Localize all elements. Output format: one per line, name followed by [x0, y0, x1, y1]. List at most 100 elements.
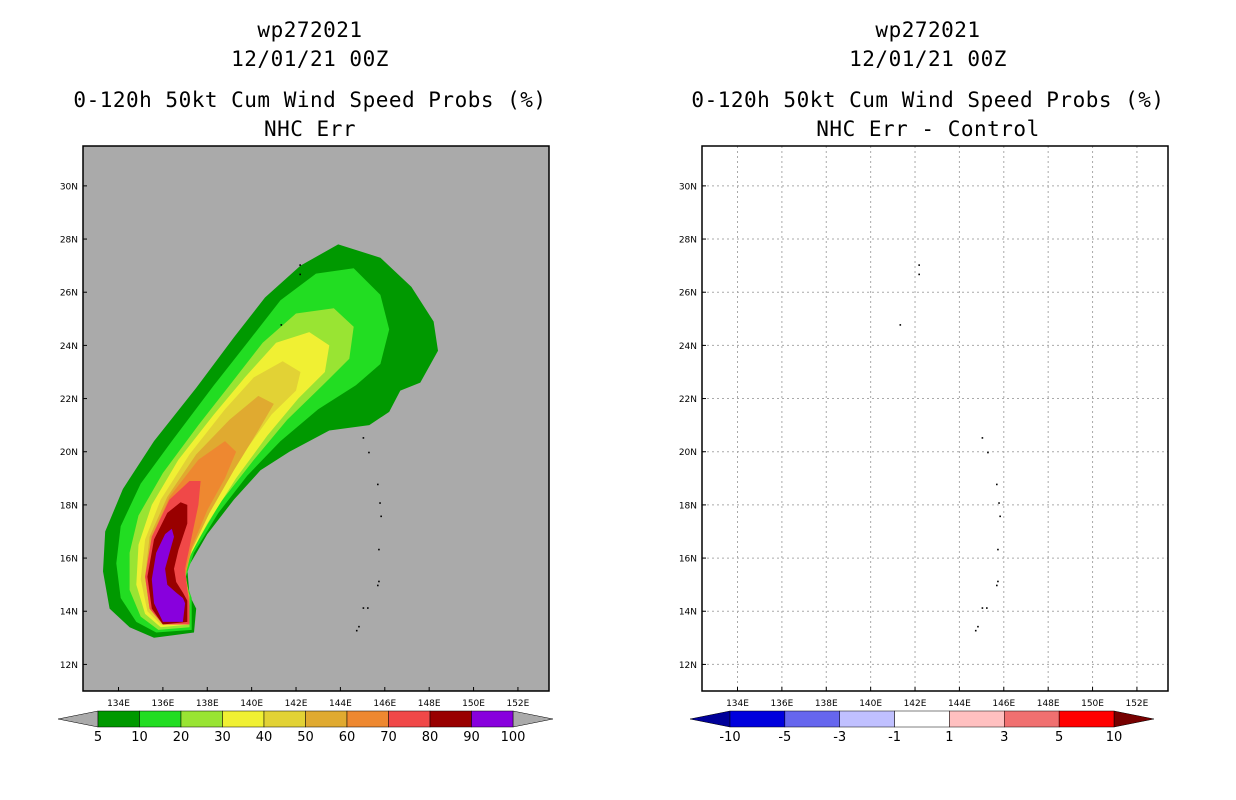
right-island — [996, 483, 998, 486]
left-ytick-label: 26N — [60, 289, 78, 299]
left-ytick-label: 12N — [60, 661, 78, 671]
right-island — [987, 451, 989, 454]
right-xtick-label: 142E — [904, 699, 927, 709]
left-colorbar-swatch — [346, 710, 389, 728]
right-title-product: 0-120h 50kt Cum Wind Speed Probs (%) — [691, 88, 1165, 112]
right-island — [974, 629, 977, 632]
right-island — [999, 515, 1001, 518]
left-colorbar-label: 60 — [339, 730, 356, 745]
left-plot-frame — [82, 145, 550, 692]
right-island — [986, 607, 988, 609]
right-colorbar-label: 5 — [1055, 730, 1063, 745]
right-xtick-label: 146E — [992, 699, 1015, 709]
left-colorbar-label: 100 — [501, 730, 526, 745]
right-colorbar: -10 -5 -3 -1 1 3 5 10 — [689, 710, 1155, 745]
right-xtick-label: 136E — [770, 699, 793, 709]
right-plot-background — [702, 146, 1168, 691]
left-colorbar-swatch — [222, 710, 265, 728]
right-colorbar-swatch — [1004, 710, 1060, 728]
right-xtick-label: 148E — [1037, 699, 1060, 709]
left-island — [358, 625, 360, 628]
right-island — [998, 502, 1000, 504]
left-colorbar-low-arrow — [57, 710, 99, 728]
left-xtick-label: 148E — [418, 699, 441, 709]
right-colorbar-swatch — [729, 710, 786, 728]
left-xtick-label: 150E — [462, 699, 485, 709]
left-colorbar-label: 90 — [463, 730, 480, 745]
right-island — [981, 607, 984, 609]
left-xtick-label: 140E — [240, 699, 263, 709]
left-colorbar-label: 10 — [131, 730, 148, 745]
left-ytick-label: 30N — [60, 182, 78, 192]
left-island — [355, 629, 358, 632]
left-colorbar-label: 5 — [94, 730, 102, 745]
left-colorbar-swatch — [388, 710, 431, 728]
left-island — [378, 580, 380, 583]
left-ytick-label: 16N — [60, 555, 78, 565]
left-island — [378, 548, 380, 551]
left-title-product: 0-120h 50kt Cum Wind Speed Probs (%) — [73, 88, 547, 112]
right-ytick-label: 26N — [679, 289, 697, 299]
left-colorbar-high-arrow — [512, 710, 554, 728]
right-colorbar-label: -3 — [833, 730, 846, 745]
left-xtick-label: 146E — [373, 699, 396, 709]
right-ytick-label: 24N — [679, 342, 697, 352]
left-colorbar-swatch — [139, 710, 182, 728]
left-ytick-label: 28N — [60, 236, 78, 246]
left-colorbar-label: 20 — [173, 730, 190, 745]
left-island — [280, 324, 283, 326]
left-colorbar-label: 80 — [422, 730, 439, 745]
left-colorbar-label: 50 — [297, 730, 314, 745]
left-island — [299, 264, 301, 266]
left-island — [299, 273, 301, 276]
left-island — [380, 515, 382, 518]
right-xtick-label: 152E — [1125, 699, 1148, 709]
left-xtick-label: 134E — [107, 699, 130, 709]
right-colorbar-label: 10 — [1106, 730, 1123, 745]
right-panel-title: wp272021 12/01/21 00Z 0-120h 50kt Cum Wi… — [618, 16, 1236, 144]
right-island — [981, 437, 984, 439]
right-island — [997, 548, 999, 551]
right-title-storm-id: wp272021 — [875, 18, 981, 42]
left-colorbar-swatch — [97, 710, 140, 728]
right-island — [997, 580, 999, 583]
left-colorbar-label: 70 — [380, 730, 397, 745]
left-xtick-label: 138E — [196, 699, 219, 709]
left-colorbar: 5 10 20 30 40 50 60 70 80 90 100 — [57, 710, 554, 745]
left-ytick-label: 22N — [60, 395, 78, 405]
left-colorbar-label: 40 — [256, 730, 273, 745]
left-colorbar-swatch — [263, 710, 306, 728]
left-title-storm-id: wp272021 — [257, 18, 363, 42]
right-colorbar-swatch — [949, 710, 1005, 728]
left-island — [367, 607, 369, 609]
right-xtick-label: 140E — [859, 699, 882, 709]
right-ytick-label: 16N — [679, 555, 697, 565]
right-ytick-label: 20N — [679, 448, 697, 458]
left-contours — [103, 244, 438, 638]
right-colorbar-label: -1 — [888, 730, 901, 745]
left-xtick-label: 152E — [506, 699, 529, 709]
right-title-datetime: 12/01/21 00Z — [849, 47, 1007, 71]
right-colorbar-swatch — [839, 710, 895, 728]
left-colorbar-swatch — [429, 710, 472, 728]
left-colorbar-label: 30 — [214, 730, 231, 745]
left-ytick-label: 18N — [60, 501, 78, 511]
left-contour-90 — [151, 528, 186, 622]
right-colorbar-label: -5 — [778, 730, 791, 745]
right-xtick-label: 150E — [1081, 699, 1104, 709]
left-island — [368, 451, 370, 454]
left-title-subtitle: NHC Err — [263, 117, 356, 141]
right-colorbar-high-arrow — [1113, 710, 1155, 728]
right-xtick-label: 144E — [948, 699, 971, 709]
left-xtick-label: 144E — [329, 699, 352, 709]
right-colorbar-swatch — [784, 710, 840, 728]
left-island — [379, 502, 381, 504]
right-colorbar-label: 3 — [1000, 730, 1008, 745]
left-panel-title: wp272021 12/01/21 00Z 0-120h 50kt Cum Wi… — [0, 16, 620, 144]
right-colorbar-low-arrow — [689, 710, 731, 728]
right-island — [977, 625, 979, 628]
right-ytick-label: 30N — [679, 182, 697, 192]
right-colorbar-swatch — [894, 710, 950, 728]
right-plot-frame — [701, 145, 1169, 692]
right-island — [899, 324, 902, 326]
